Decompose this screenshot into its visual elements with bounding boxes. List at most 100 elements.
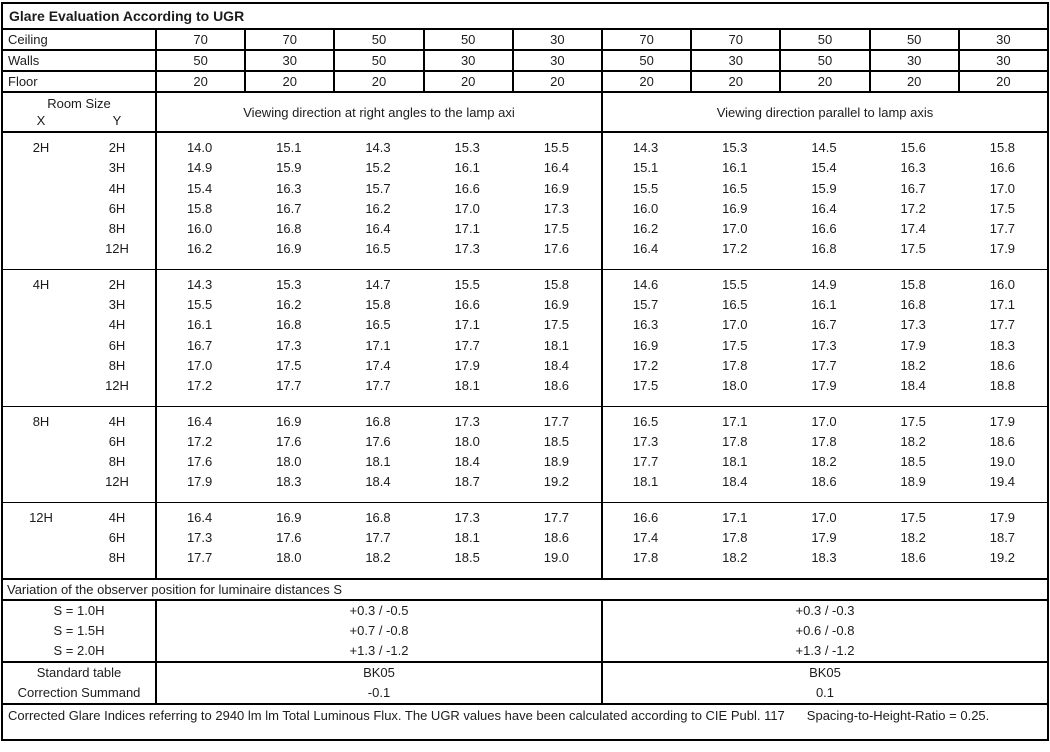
ugr-value-cell: 17.1 <box>722 413 748 429</box>
ugr-value-cell: 17.8 <box>811 433 837 449</box>
ugr-value-cell: 17.7 <box>543 413 570 429</box>
ugr-data-grid: 2H 2H 14.0 <box>3 133 1047 580</box>
ugr-value-cell: 16.2 <box>365 200 391 216</box>
ugr-value-cell: 14.0 <box>186 140 213 155</box>
x-column-spacer <box>3 472 79 492</box>
ugr-data-row: 8H 17.6 18.0 18.1 <box>3 452 1047 472</box>
ugr-value-cell: 15.3 <box>454 140 480 155</box>
surface-row: Floor 20 20 20 20 20 20 <box>3 72 1047 93</box>
ugr-value-cell: 17.7 <box>989 221 1016 237</box>
ugr-room-block: 4H 2H 14.3 <box>3 268 1047 406</box>
room-y-value: 6H <box>108 530 126 546</box>
x-column-spacer <box>3 376 79 396</box>
ugr-value-cell: 18.3 <box>811 550 837 566</box>
ugr-data-row: 4H 16.4 16.9 16.8 <box>3 412 1047 432</box>
ugr-value-cell: 17.1 <box>989 297 1016 313</box>
ugr-value-cell: 16.9 <box>276 509 302 525</box>
ugr-value-cell: 15.5 <box>722 276 748 292</box>
ugr-value-cell: 16.0 <box>186 221 213 237</box>
ugr-value-cell: 17.5 <box>543 317 570 333</box>
ugr-value-cell: 15.5 <box>186 297 213 313</box>
surface-row-label: Walls <box>8 53 40 68</box>
ugr-value-cell: 14.3 <box>186 276 213 292</box>
ugr-value-cell: 17.3 <box>454 241 480 257</box>
ugr-value-cell: 17.3 <box>276 337 302 353</box>
ugr-data-row: 4H 16.1 16.8 16.5 <box>3 315 1047 335</box>
ugr-value-cell: 16.1 <box>454 160 480 176</box>
ugr-value-cell: 17.8 <box>722 530 748 546</box>
block-rows: 2H 14.3 15.3 14.7 <box>3 275 1047 397</box>
ugr-data-row: 6H 17.3 17.6 17.7 <box>3 528 1047 548</box>
ugr-value-cell: 18.1 <box>722 454 748 470</box>
x-column-spacer <box>3 452 79 472</box>
ugr-value-cell: 18.0 <box>276 454 302 470</box>
surface-value-cell: 50 <box>600 51 690 70</box>
ugr-value-cell: 14.9 <box>811 276 837 292</box>
ugr-value-cell: 18.3 <box>989 337 1016 353</box>
ugr-value-cell: 18.9 <box>900 474 926 490</box>
ugr-value-cell: 19.0 <box>543 550 570 566</box>
variation-rows: S = 1.0H +0.3 / -0.5 +0.3 / -0.3 S = 1.5… <box>3 600 1047 663</box>
variation-row-label: S = 1.5H <box>53 622 105 638</box>
ugr-value-cell: 17.1 <box>722 509 748 525</box>
ugr-value-cell: 15.4 <box>811 160 837 176</box>
surface-value-cell: 50 <box>868 30 958 49</box>
ugr-value-cell: 17.5 <box>900 241 926 257</box>
ugr-value-cell: 16.3 <box>276 180 302 196</box>
ugr-value-cell: 17.5 <box>276 357 302 373</box>
ugr-value-cell: 17.5 <box>900 509 926 525</box>
x-axis-label: X <box>36 113 46 128</box>
ugr-value-cell: 18.0 <box>276 550 302 566</box>
room-y-value: 2H <box>108 140 126 155</box>
ugr-value-cell: 17.7 <box>811 357 837 373</box>
ugr-room-block: 2H 2H 14.0 <box>3 133 1047 269</box>
surface-value-cell: 20 <box>957 72 1047 91</box>
ugr-value-cell: 15.7 <box>365 180 391 196</box>
ugr-value-cell: 15.1 <box>276 140 302 155</box>
room-y-value: 8H <box>108 454 126 470</box>
footer-text: Corrected Glare Indices referring to 294… <box>8 707 785 723</box>
room-y-value: 3H <box>108 297 126 313</box>
room-y-value: 3H <box>108 160 126 176</box>
x-column-spacer <box>3 179 79 199</box>
room-y-value: 8H <box>108 221 126 237</box>
surface-row-label: Ceiling <box>8 32 48 47</box>
ugr-value-cell: 16.8 <box>365 413 391 429</box>
ugr-data-row: 4H 15.4 16.3 15.7 <box>3 179 1047 199</box>
x-column-spacer <box>3 336 79 356</box>
ugr-value-cell: 17.9 <box>811 378 837 394</box>
ugr-value-cell: 18.4 <box>722 474 748 490</box>
ugr-room-block: 12H 4H 16.4 <box>3 501 1047 578</box>
ugr-value-cell: 17.5 <box>632 378 659 394</box>
room-y-value: 12H <box>105 241 129 257</box>
ugr-value-cell: 16.8 <box>276 317 302 333</box>
ugr-value-cell: 17.4 <box>632 530 659 546</box>
ugr-value-cell: 16.9 <box>543 180 570 196</box>
ugr-value-cell: 17.3 <box>900 317 926 333</box>
ugr-value-cell: 17.6 <box>365 433 391 449</box>
ugr-value-cell: 17.9 <box>811 530 837 546</box>
ugr-value-cell: 16.2 <box>276 297 302 313</box>
ugr-value-cell: 18.7 <box>454 474 480 490</box>
room-y-value: 12H <box>105 378 129 394</box>
variation-row: S = 2.0H +1.3 / -1.2 +1.3 / -1.2 <box>3 640 1047 661</box>
ugr-value-cell: 16.8 <box>276 221 302 237</box>
ugr-value-cell: 17.9 <box>989 241 1016 257</box>
ugr-value-cell: 17.0 <box>811 413 837 429</box>
surface-row-label: Floor <box>8 74 38 89</box>
ugr-value-cell: 15.3 <box>276 276 302 292</box>
room-y-value: 6H <box>108 337 126 353</box>
ugr-value-cell: 17.0 <box>722 221 748 237</box>
section-title-right-angles: Viewing direction at right angles to the… <box>155 93 601 131</box>
ugr-value-cell: 17.3 <box>186 530 213 546</box>
ugr-value-cell: 17.9 <box>454 357 480 373</box>
ugr-value-cell: 16.2 <box>632 221 659 237</box>
ugr-value-cell: 17.8 <box>722 433 748 449</box>
ugr-value-cell: 18.6 <box>989 433 1016 449</box>
ugr-value-cell: 18.2 <box>900 433 926 449</box>
ugr-value-cell: 17.6 <box>276 433 302 449</box>
ugr-value-cell: 16.7 <box>900 180 926 196</box>
ugr-data-row: 6H 17.2 17.6 17.6 <box>3 432 1047 452</box>
ugr-value-cell: 16.7 <box>186 337 213 353</box>
ugr-value-cell: 14.7 <box>365 276 391 292</box>
